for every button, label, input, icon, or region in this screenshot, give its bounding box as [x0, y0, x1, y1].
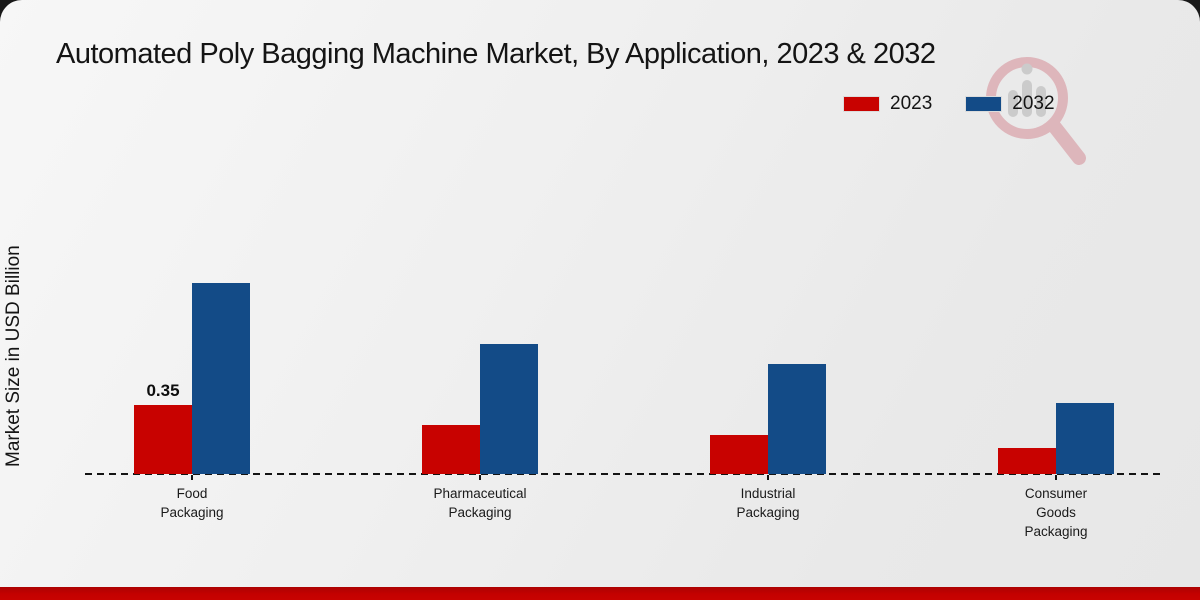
legend-swatch-2023	[843, 96, 880, 112]
x-axis-tick	[479, 475, 481, 480]
legend-label-2023: 2023	[890, 93, 933, 114]
footer-accent-bar	[0, 587, 1200, 600]
bar-2023-category-1	[422, 425, 480, 474]
legend: 2023 2032	[843, 93, 1055, 115]
legend-swatch-2032	[965, 96, 1003, 112]
category-label-2: Industrial Packaging	[736, 486, 800, 520]
bar-2023-category-3	[998, 448, 1056, 474]
bar-value-label: 0.35	[146, 381, 180, 400]
legend-item-2032: 2032	[965, 93, 1055, 115]
x-axis-tick	[191, 475, 193, 480]
x-axis-baseline	[85, 473, 1165, 475]
bar-2032-category-3	[1056, 403, 1114, 474]
category-label-1: Pharmaceutical Packaging	[433, 486, 527, 520]
x-axis-tick	[1055, 475, 1057, 480]
bar-2023-category-0	[134, 405, 192, 474]
legend-label-2032: 2032	[1012, 93, 1055, 114]
legend-item-2023: 2023	[843, 93, 932, 115]
chart-title: Automated Poly Bagging Machine Market, B…	[56, 38, 936, 70]
bar-2032-category-1	[480, 344, 538, 474]
bar-2023-category-2	[710, 435, 768, 474]
category-label-3: Consumer Goods Packaging	[1024, 486, 1088, 539]
bar-2032-category-2	[768, 364, 826, 474]
category-label-0: Food Packaging	[160, 486, 224, 520]
bar-2032-category-0	[192, 283, 250, 474]
x-axis-tick	[767, 475, 769, 480]
